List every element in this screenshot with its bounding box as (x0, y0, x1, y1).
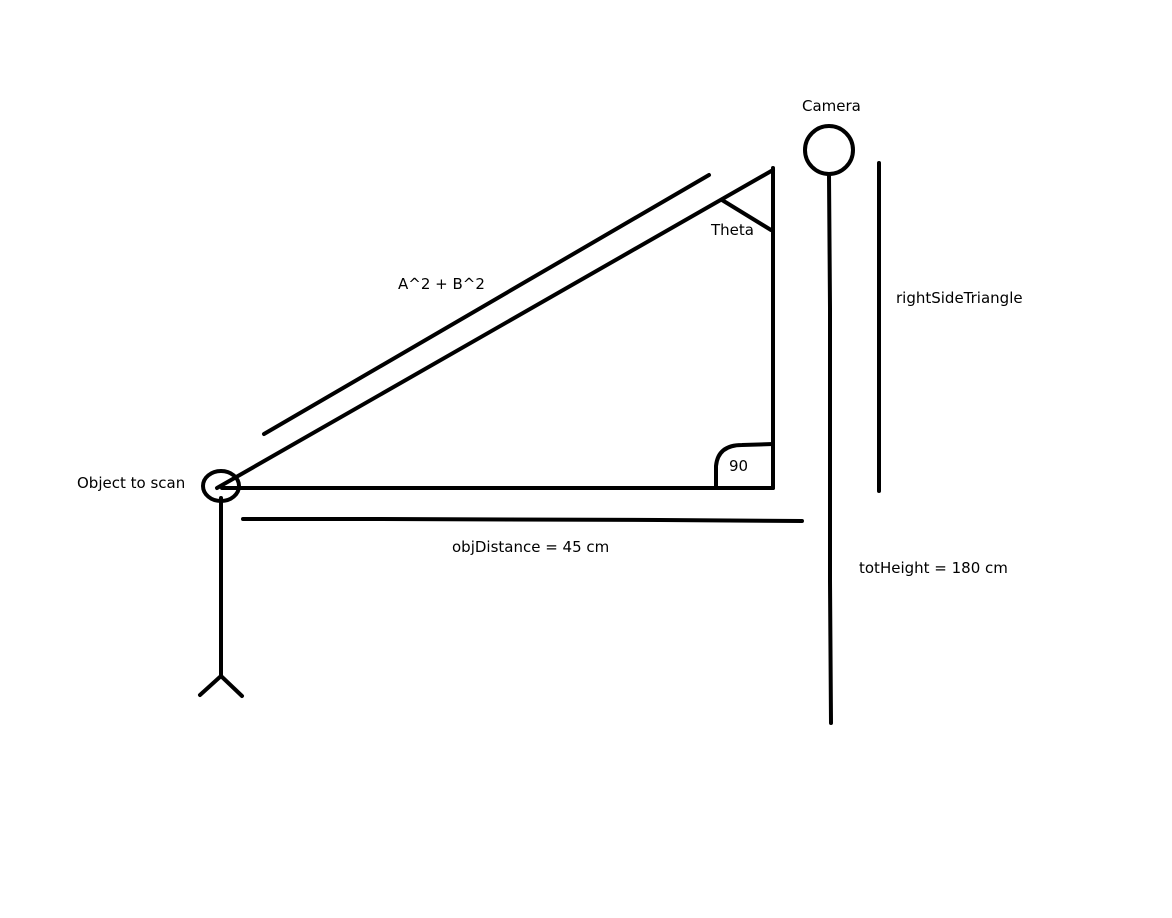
object-to-scan-label: Object to scan (77, 474, 186, 492)
camera-label: Camera (802, 97, 861, 115)
theta-angle-mark (720, 198, 773, 232)
obj-distance-label: objDistance = 45 cm (452, 538, 610, 556)
triangle-hypotenuse (215, 168, 775, 490)
camera-head (803, 124, 855, 176)
tot-height-label: totHeight = 180 cm (859, 559, 1008, 577)
hypotenuse-dimension-line (262, 173, 711, 436)
camera-pole (827, 173, 833, 725)
hypotenuse-label: A^2 + B^2 (398, 275, 485, 293)
right-angle-mark (714, 442, 775, 488)
right-side-triangle-label: rightSideTriangle (896, 289, 1023, 307)
right-angle-label: 90 (729, 457, 749, 475)
object-legs (198, 674, 244, 698)
theta-label: Theta (711, 221, 754, 239)
obj-distance-dimension-line (241, 517, 804, 523)
